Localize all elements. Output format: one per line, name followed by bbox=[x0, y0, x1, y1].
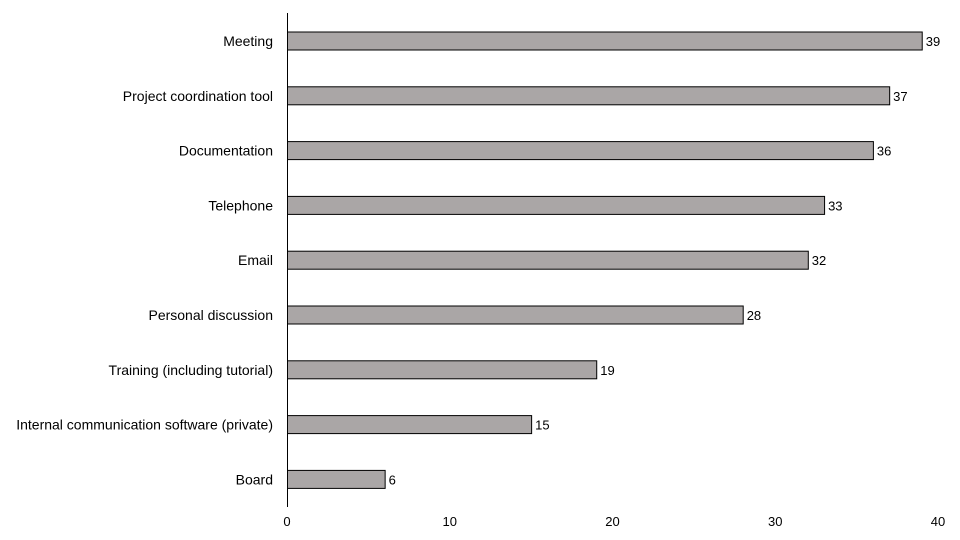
labels-layer: Meeting 39 Project coordination tool 37 Docu… bbox=[16, 33, 940, 487]
category-label-project-coordination-tool: Project coordination tool bbox=[123, 88, 273, 104]
value-label-telephone: 33 bbox=[828, 198, 842, 213]
bar-internal-communication-software-private bbox=[287, 415, 533, 435]
bar-meeting bbox=[287, 31, 923, 51]
x-tick-label-20: 20 bbox=[605, 514, 619, 529]
category-label-board: Board bbox=[236, 471, 273, 487]
bar-board bbox=[287, 469, 386, 489]
x-tick-label-10: 10 bbox=[443, 514, 457, 529]
bar-project-coordination-tool bbox=[287, 86, 891, 106]
x-tick-label-30: 30 bbox=[768, 514, 782, 529]
value-label-board: 6 bbox=[389, 472, 396, 487]
value-label-meeting: 39 bbox=[926, 34, 940, 49]
bar-personal-discussion bbox=[287, 305, 744, 325]
bar-email bbox=[287, 250, 809, 270]
x-tick-label-40: 40 bbox=[931, 514, 945, 529]
category-label-internal-communication-software-private: Internal communication software (private… bbox=[16, 417, 273, 433]
category-label-email: Email bbox=[238, 252, 273, 268]
category-label-telephone: Telephone bbox=[208, 197, 273, 213]
x-tick-label-0: 0 bbox=[283, 514, 290, 529]
value-label-email: 32 bbox=[812, 253, 826, 268]
category-label-personal-discussion: Personal discussion bbox=[148, 307, 273, 323]
value-label-documentation: 36 bbox=[877, 144, 891, 159]
value-label-personal-discussion: 28 bbox=[747, 308, 761, 323]
bar-telephone bbox=[287, 195, 826, 215]
value-label-internal-communication-software-private: 15 bbox=[535, 418, 549, 433]
value-label-project-coordination-tool: 37 bbox=[893, 89, 907, 104]
category-label-training-including-tutorial: Training (including tutorial) bbox=[109, 362, 273, 378]
category-label-documentation: Documentation bbox=[179, 143, 273, 159]
value-label-training-including-tutorial: 19 bbox=[600, 363, 614, 378]
x-axis-ticks: 0 10 20 30 40 bbox=[283, 514, 945, 529]
bar-training-including-tutorial bbox=[287, 360, 598, 380]
bar-documentation bbox=[287, 141, 874, 161]
category-label-meeting: Meeting bbox=[223, 33, 273, 49]
bars-layer bbox=[287, 31, 923, 489]
